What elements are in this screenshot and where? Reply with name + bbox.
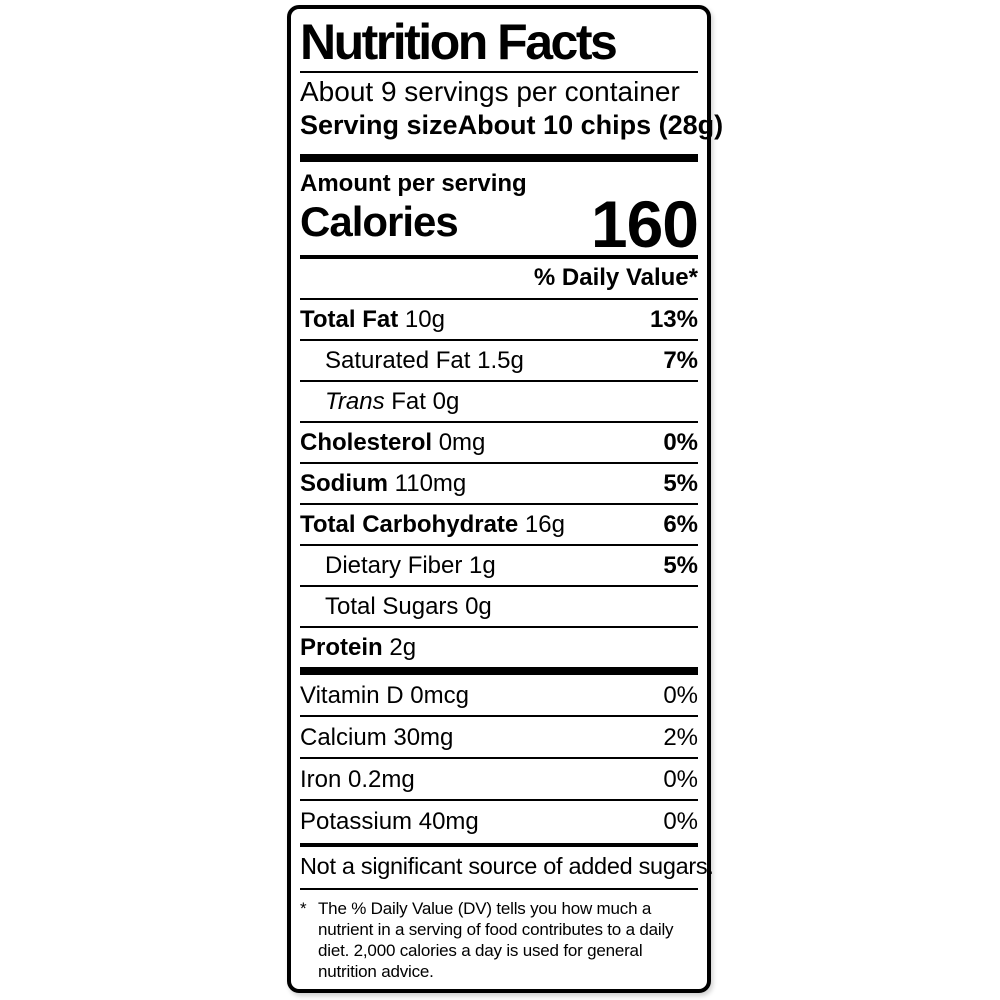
micronutrient-dv: 0% <box>663 765 698 793</box>
micronutrient-name: Iron 0.2mg <box>300 765 415 793</box>
title-divider <box>300 71 698 73</box>
section-bar-thick-top <box>300 153 698 162</box>
nutrient-row-total-sugars: Total Sugars 0g <box>300 584 698 626</box>
micronutrient-dv: 2% <box>663 723 698 751</box>
micronutrient-dv: 0% <box>663 681 698 709</box>
serving-size-row: Serving size About 10 chips (28g) <box>300 109 723 143</box>
micronutrient-dv: 0% <box>663 807 698 835</box>
nutrient-dv: 13% <box>649 305 698 333</box>
nutrient-name: Saturated Fat 1.5g <box>325 346 524 374</box>
calories-value: 160 <box>590 187 699 261</box>
serving-size-label: Serving size <box>300 110 458 141</box>
nutrient-dv: 5% <box>663 551 698 579</box>
nutrient-dv: 6% <box>663 510 698 538</box>
label-title: Nutrition Facts <box>300 14 618 70</box>
nutrient-name: Total Sugars 0g <box>325 592 492 620</box>
nutrient-row-dietary-fiber: Dietary Fiber 1g 5% <box>300 543 698 585</box>
nutrient-name: Total Fat 10g <box>300 305 445 333</box>
servings-per-container: About 9 servings per container <box>300 76 680 107</box>
micronutrient-name: Calcium 30mg <box>300 723 454 751</box>
section-bar-medium-calories <box>300 255 698 260</box>
micronutrient-row-iron: Iron 0.2mg 0% <box>300 757 698 799</box>
nutrient-row-total-carbohydrate: Total Carbohydrate 16g 6% <box>300 502 698 544</box>
calories-label: Calories <box>300 198 459 246</box>
footnote-text: The % Daily Value (DV) tells you how muc… <box>318 899 674 982</box>
section-bar-small-footnote <box>300 887 698 891</box>
nutrient-row-protein: Protein 2g <box>300 625 698 667</box>
daily-value-footnote: * The % Daily Value (DV) tells you how m… <box>300 899 698 983</box>
nutrition-facts-label: Nutrition Facts About 9 servings per con… <box>287 5 723 993</box>
nutrient-dv: 7% <box>663 346 698 374</box>
section-bar-thick-protein <box>300 666 698 676</box>
nutrient-dv: 0% <box>663 428 698 456</box>
nutrient-row-saturated-fat: Saturated Fat 1.5g 7% <box>300 338 698 380</box>
section-bar-medium-micronutrients <box>300 843 698 848</box>
nutrient-name: Dietary Fiber 1g <box>325 551 496 579</box>
nutrient-row-sodium: Sodium 110mg 5% <box>300 461 698 503</box>
micronutrient-row-potassium: Potassium 40mg 0% <box>300 799 698 841</box>
nutrient-name: Protein 2g <box>300 633 417 661</box>
nutrient-dv: 5% <box>663 469 698 497</box>
micronutrient-name: Vitamin D 0mcg <box>300 681 469 709</box>
nutrient-name: Total Carbohydrate 16g <box>300 510 565 538</box>
micronutrient-name: Potassium 40mg <box>300 807 479 835</box>
serving-size-value: About 10 chips (28g) <box>457 110 724 141</box>
not-significant-note: Not a significant source of added sugars… <box>300 853 714 880</box>
micronutrient-row-calcium: Calcium 30mg 2% <box>300 715 698 757</box>
nutrient-name: Sodium 110mg <box>300 469 467 497</box>
footnote-asterisk: * <box>300 899 307 919</box>
calories-row: Calories 160 <box>300 187 699 261</box>
amount-per-serving-label: Amount per serving <box>300 169 527 197</box>
nutrient-row-cholesterol: Cholesterol 0mg 0% <box>300 420 698 462</box>
nutrient-row-trans-fat: Trans Fat 0g <box>300 379 698 421</box>
nutrient-name: Cholesterol 0mg <box>300 428 486 456</box>
nutrient-row-total-fat: Total Fat 10g 13% <box>300 297 698 339</box>
micronutrient-row-vitamin-d: Vitamin D 0mcg 0% <box>300 675 698 715</box>
nutrient-name: Trans Fat 0g <box>325 387 460 415</box>
daily-value-header: % Daily Value* <box>533 264 698 292</box>
